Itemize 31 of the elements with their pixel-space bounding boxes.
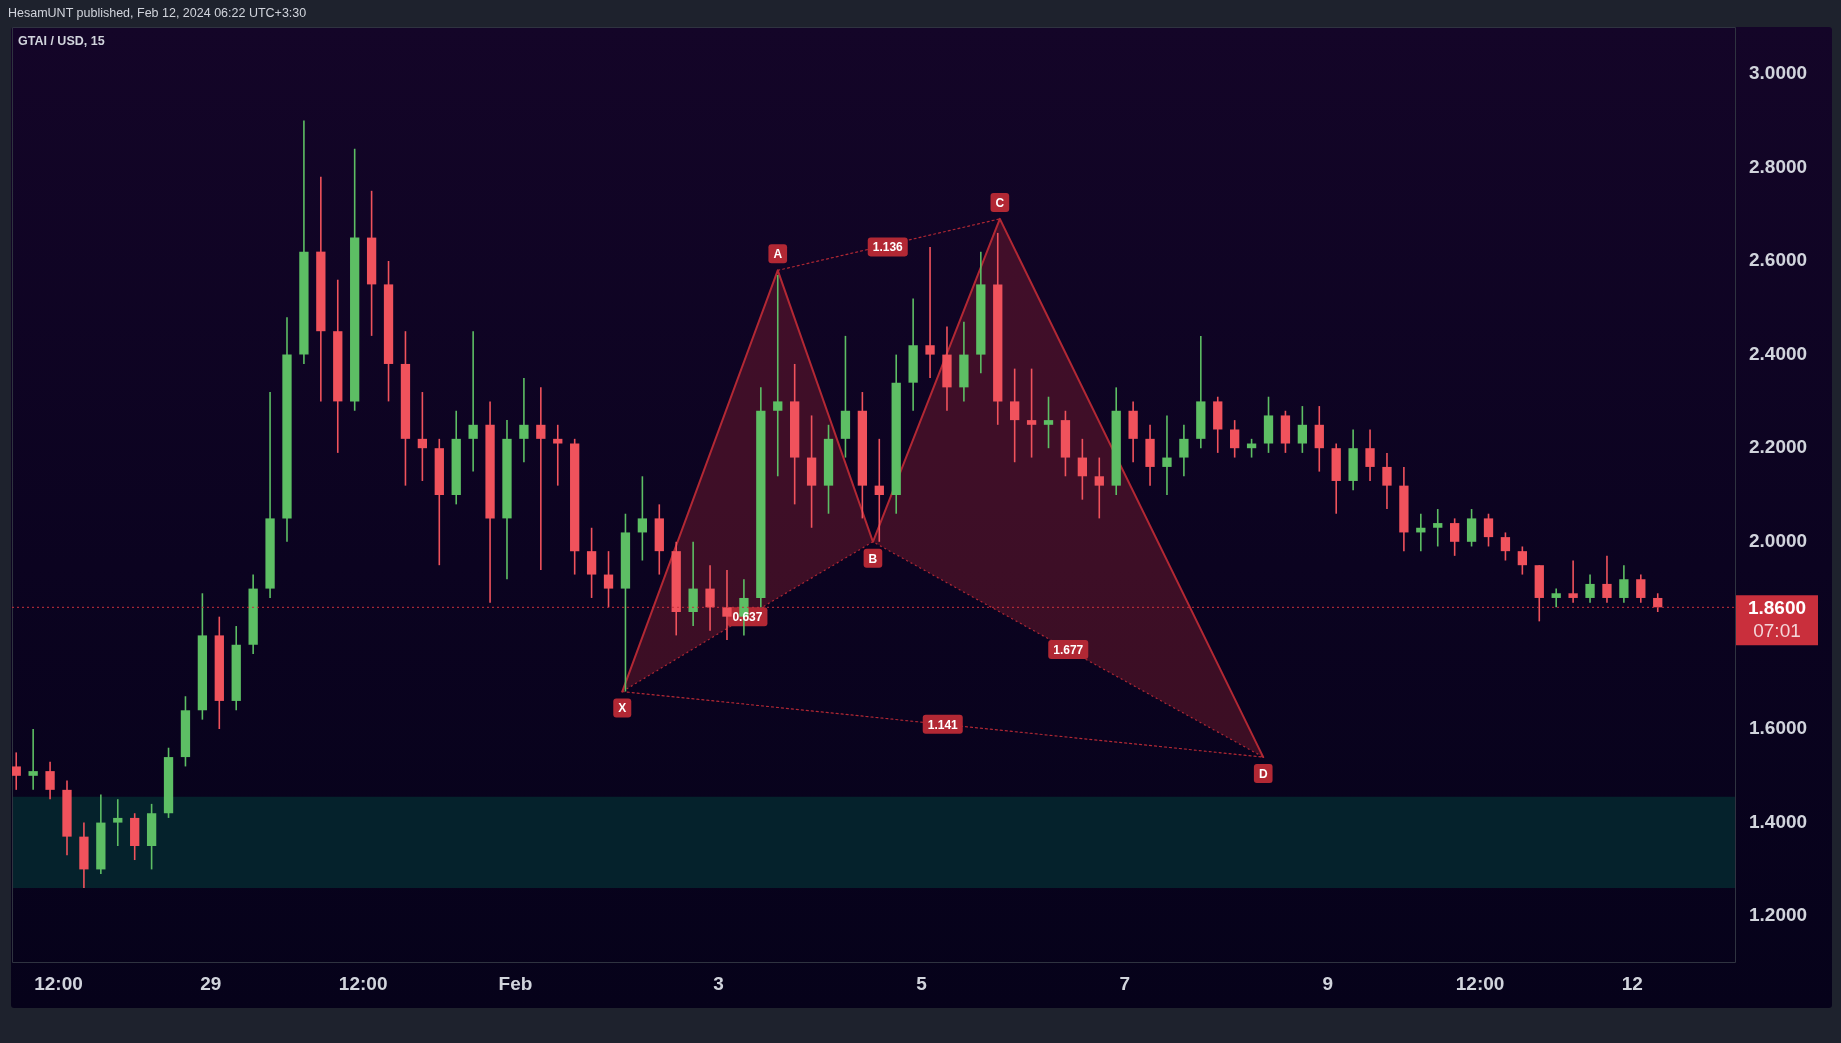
x-tick-label: 29 [200, 972, 222, 994]
annotation: 1.141 [927, 717, 959, 732]
ref-line-label: 1.8600 [1747, 596, 1807, 618]
annotation: X [618, 701, 627, 716]
text: GTAI / USD, 15 [18, 34, 105, 48]
y-tick-label: 2.0000 [1749, 530, 1808, 552]
x-tick-label: 9 [1322, 972, 1334, 994]
x-tick-label: 7 [1119, 972, 1130, 994]
x-tick-label: Feb [498, 972, 533, 994]
x-tick-label: 3 [713, 972, 724, 994]
annotation: A [773, 247, 783, 262]
y-tick-label: 1.4000 [1749, 810, 1808, 832]
text: 07:01 [1753, 619, 1801, 641]
annotation: 1.136 [872, 240, 904, 255]
annotation: C [995, 195, 1005, 210]
annotation: D [1258, 766, 1268, 781]
y-tick-label: 2.4000 [1749, 342, 1808, 364]
x-tick-label: 12:00 [1455, 972, 1505, 994]
y-tick-label: 1.2000 [1749, 904, 1808, 926]
annotation: B [868, 551, 878, 566]
x-tick-label: 5 [916, 972, 928, 994]
y-tick-label: 2.8000 [1749, 155, 1808, 177]
y-tick-label: 2.6000 [1749, 249, 1808, 271]
annotation: 1.677 [1053, 642, 1084, 657]
x-tick-label: 12 [1621, 972, 1643, 994]
y-tick-label: 1.6000 [1749, 717, 1808, 739]
y-tick-label: 2.2000 [1749, 436, 1808, 458]
x-tick-label: 12:00 [34, 972, 83, 994]
y-tick-label: 3.0000 [1749, 62, 1808, 84]
x-tick-label: 12:00 [338, 972, 388, 994]
text: HesamUNT published, Feb 12, 2024 06:22 UTC+3:30 [8, 6, 307, 20]
